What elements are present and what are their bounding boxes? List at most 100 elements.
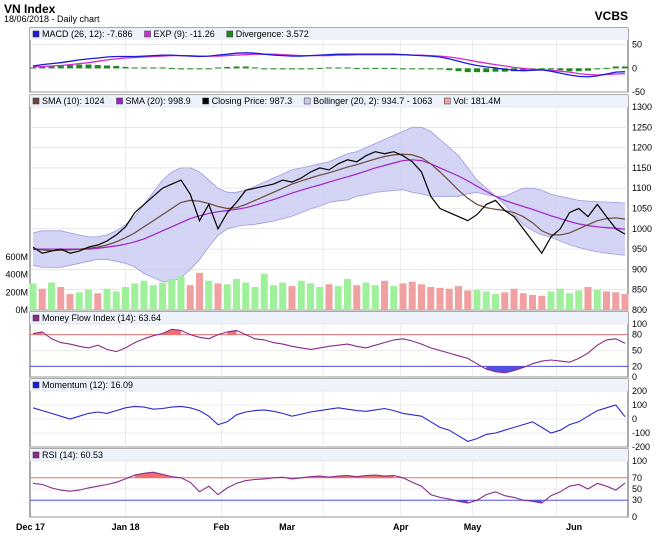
volume-bar	[279, 282, 287, 310]
x-tick-label: Jan 18	[112, 522, 140, 532]
volume-bar	[122, 286, 129, 310]
y-tick-label: 80	[632, 330, 642, 340]
volume-tick-label: 600M	[5, 252, 28, 262]
divergence-bar	[261, 68, 268, 70]
volume-bar	[112, 291, 120, 310]
legend-swatch	[226, 30, 233, 38]
divergence-bar	[215, 67, 221, 69]
volume-bar	[168, 279, 176, 310]
divergence-bar	[196, 68, 203, 70]
volume-bar	[140, 280, 148, 310]
legend-label: Momentum (12): 16.09	[42, 380, 133, 390]
macd-line	[32, 52, 626, 78]
volume-bar	[131, 283, 139, 310]
volume-bar	[418, 284, 425, 310]
x-tick-label: Jun	[566, 522, 582, 532]
volume-bar	[362, 282, 370, 310]
volume-bar	[399, 283, 407, 310]
y-tick-label: 0	[632, 63, 637, 73]
divergence-bar	[464, 68, 471, 73]
broker-label: VCBS	[595, 9, 628, 23]
legend-label: EXP (9): -11.26	[154, 29, 215, 39]
close-price-line	[32, 151, 626, 255]
divergence-bar	[446, 68, 453, 71]
mfi-overbought-fill	[227, 330, 237, 335]
volume-bar	[510, 288, 518, 310]
bollinger-band	[33, 127, 625, 282]
volume-bar	[325, 284, 333, 310]
divergence-bar	[131, 67, 138, 69]
volume-bar	[344, 279, 351, 310]
y-tick-label: 1150	[632, 163, 651, 173]
volume-bar	[103, 288, 111, 310]
y-tick-label: 950	[632, 244, 647, 254]
divergence-bar	[566, 68, 573, 72]
x-tick-label: Dec 17	[16, 522, 45, 532]
volume-bar	[196, 272, 203, 310]
mfi-panel-legend-bar	[30, 312, 628, 324]
divergence-bar	[344, 67, 351, 69]
volume-bar	[538, 295, 546, 310]
divergence-bar	[159, 67, 166, 69]
volume-bar	[519, 293, 527, 310]
y-tick-label: 200	[632, 386, 647, 396]
momentum-panel-legend-bar	[30, 379, 628, 391]
volume-bar	[186, 285, 194, 310]
volume-bar	[445, 288, 453, 310]
chart-title: VN Index	[4, 2, 56, 16]
divergence-bar	[483, 68, 490, 73]
volume-bar	[94, 293, 102, 310]
legend-label: Bollinger (20, 2): 934.7 - 1063	[313, 96, 432, 106]
divergence-bar	[603, 67, 610, 69]
volume-bar	[242, 282, 250, 310]
volume-tick-label: 400M	[5, 270, 28, 280]
x-axis: Dec 17 Jan 18 Feb Mar Apr May Jun	[16, 522, 582, 532]
volume-bar	[593, 289, 601, 310]
legend-label: MACD (26, 12): -7.686	[42, 29, 133, 39]
x-tick-label: May	[464, 522, 482, 532]
y-tick-label: 0	[632, 512, 637, 522]
divergence-bar	[335, 67, 342, 69]
y-tick-label: 900	[632, 264, 647, 274]
chart-subtitle: 18/06/2018 - Daily chart	[4, 14, 100, 24]
volume-bar	[501, 292, 509, 310]
legend-swatch	[32, 451, 40, 459]
volume-bar	[48, 282, 55, 310]
y-tick-label: -200	[632, 442, 650, 452]
legend-label: Closing Price: 987.3	[212, 96, 293, 106]
volume-bar	[223, 284, 231, 310]
divergence-bar	[57, 65, 64, 69]
divergence-bar	[363, 67, 369, 69]
volume-bar	[75, 292, 83, 310]
bollinger-lower	[32, 189, 626, 283]
divergence-bar	[76, 64, 83, 69]
divergence-bar	[492, 68, 499, 72]
momentum-line	[32, 404, 626, 442]
y-tick-label: 20	[632, 361, 642, 371]
legend-swatch	[443, 97, 451, 105]
volume-bar	[621, 293, 629, 310]
volume-bar	[371, 285, 379, 310]
divergence-bar	[39, 66, 46, 69]
volume-bar	[214, 283, 222, 310]
divergence-bar	[279, 68, 286, 70]
x-tick-label: Mar	[279, 522, 296, 532]
signal-line	[32, 53, 626, 76]
volume-bar	[482, 291, 490, 310]
divergence-bar	[409, 68, 416, 70]
divergence-bar	[316, 67, 323, 69]
y-tick-label: 50	[632, 346, 642, 356]
legend-swatch	[32, 30, 40, 38]
volume-bar	[38, 288, 46, 310]
divergence-bar	[594, 68, 601, 70]
legend-label: SMA (20): 998.9	[126, 96, 191, 106]
volume-bar	[408, 281, 416, 310]
y-tick-label: 1200	[632, 143, 652, 153]
volume-bar	[66, 294, 74, 310]
volume-bar	[85, 289, 92, 310]
y-tick-label: 100	[632, 456, 647, 466]
volume-bar	[584, 286, 592, 310]
divergence-bar	[612, 66, 619, 69]
volume-bar	[427, 286, 435, 310]
volume-bar	[251, 286, 259, 310]
